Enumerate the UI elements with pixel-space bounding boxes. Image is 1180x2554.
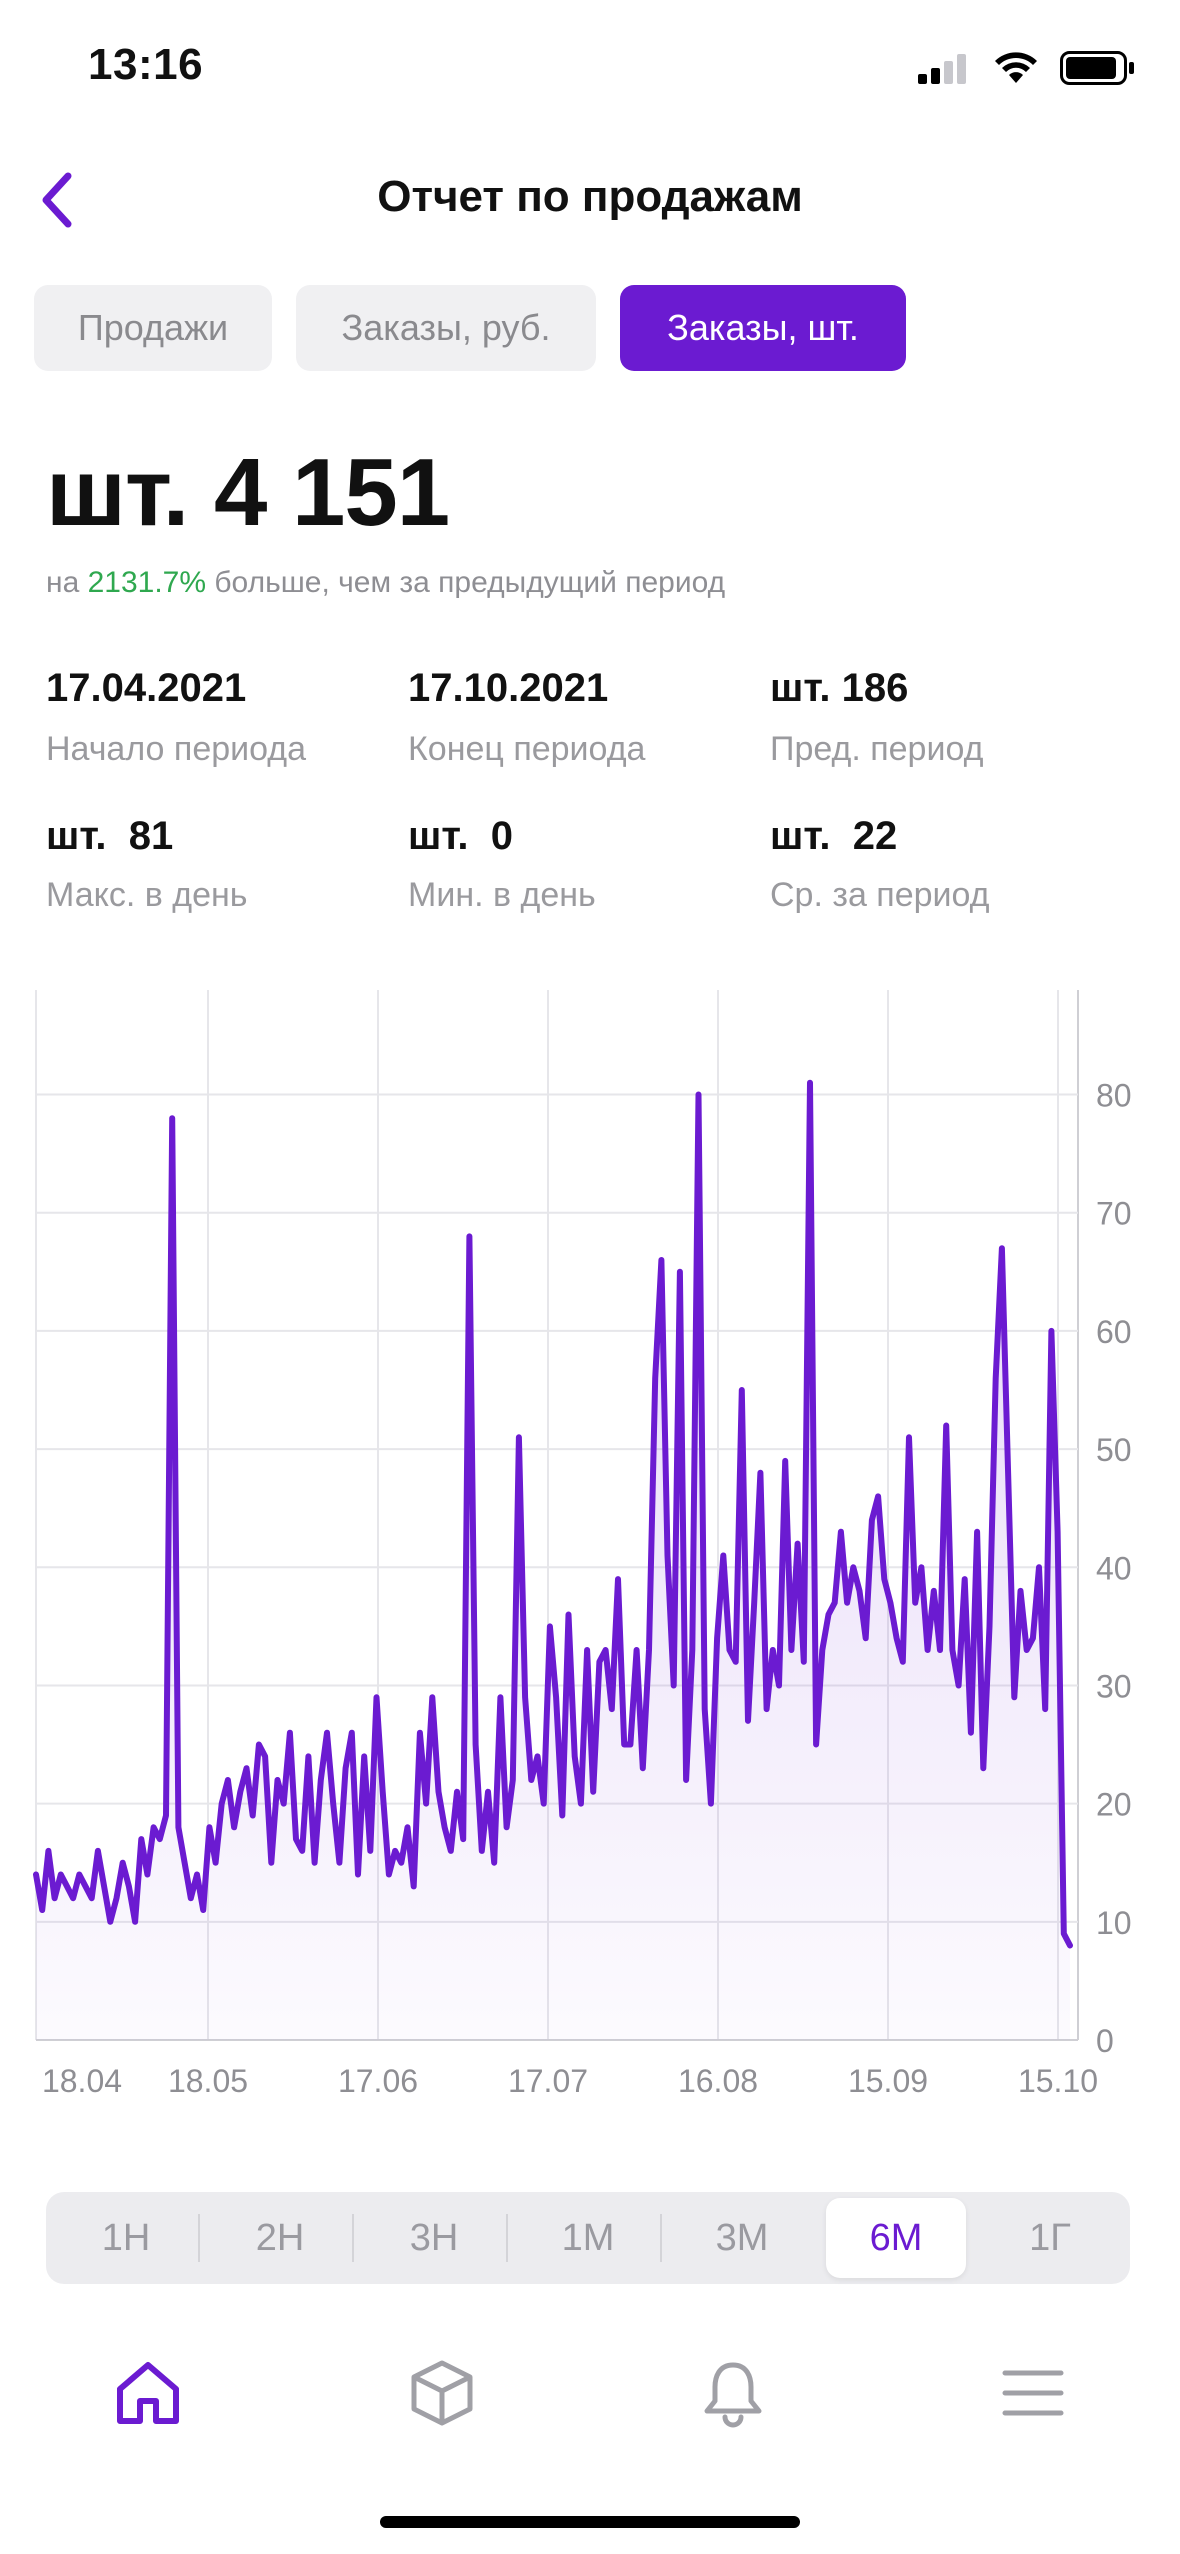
stat-max-day-label: Макс. в день [46,876,248,914]
period-separator [198,2214,200,2262]
stat-max-day-value: шт. 81 [46,814,174,858]
home-icon [117,2362,179,2424]
period-separator [506,2214,508,2262]
wifi-icon [995,52,1037,83]
chart-x-tick: 16.08 [678,2063,758,2099]
chart-y-tick: 30 [1096,1668,1132,1704]
period-separator [660,2214,662,2262]
compare-suffix: больше, чем за предыдущий период [206,566,726,599]
tab-orders-pcs[interactable]: Заказы, шт. [620,285,906,371]
chart-x-tick: 17.07 [508,2063,588,2099]
status-time: 13:16 [88,40,204,89]
chart-y-tick: 80 [1096,1078,1132,1114]
compare-percent: 2131.7% [87,566,207,599]
stat-avg-value: шт. 22 [770,814,898,858]
stat-prev-period-value: шт. 186 [770,666,909,710]
stat-min-day-label: Мин. в день [408,876,596,914]
chart-x-tick: 15.10 [1018,2063,1098,2099]
chart-y-tick: 10 [1096,1905,1132,1941]
compare-text: на 2131.7% больше, чем за предыдущий пер… [46,566,725,600]
stat-period-start-value: 17.04.2021 [46,666,247,710]
chart-y-tick: 20 [1096,1787,1132,1823]
stat-avg-label: Ср. за период [770,876,990,914]
box-icon [411,2360,473,2426]
period-1w[interactable]: 1Н [101,2216,151,2259]
chart-y-tick: 0 [1096,2023,1114,2059]
period-3w[interactable]: 3Н [409,2216,459,2259]
period-2w[interactable]: 2Н [255,2216,305,2259]
chart-y-tick: 40 [1096,1550,1132,1586]
stat-min-day-value: шт. 0 [408,814,513,858]
tab-sales[interactable]: Продажи [34,285,272,371]
chart-y-tick: 70 [1096,1196,1132,1232]
chart-x-tick: 15.09 [848,2063,928,2099]
orders-chart[interactable]: 0 10 20 30 40 50 60 70 80 18.04 18.05 17.06 17.07 16… [0,990,1180,2100]
chart-x-tick: 18.04 [42,2063,122,2099]
period-selector: 1Н 2Н 3Н 1М 3М 6М 1Г [46,2192,1130,2284]
chevron-left-icon [42,172,72,228]
page-title: Отчет по продажам [377,172,803,221]
nav-products[interactable] [397,2348,487,2438]
period-6m[interactable]: 6М [826,2198,966,2278]
nav-menu[interactable] [988,2348,1078,2438]
chart-y-tick: 50 [1096,1432,1132,1468]
stat-prev-period-label: Пред. период [770,730,984,768]
nav-home[interactable] [103,2348,193,2438]
stat-period-end-value: 17.10.2021 [408,666,609,710]
total-value: шт. 4 151 [46,439,450,546]
back-button[interactable] [28,165,88,235]
compare-prefix: на [46,566,88,599]
tab-orders-rub[interactable]: Заказы, руб. [296,285,596,371]
period-separator [352,2214,354,2262]
chart-x-tick: 17.06 [338,2063,418,2099]
chart-line [33,1079,1073,1949]
home-indicator [380,2516,800,2528]
battery-icon [1060,51,1134,85]
chart-y-tick: 60 [1096,1314,1132,1350]
stat-period-start-label: Начало периода [46,730,307,768]
menu-icon [1002,2370,1064,2416]
chart-x-tick: 18.05 [168,2063,248,2099]
period-1m[interactable]: 1М [561,2216,615,2259]
nav-notifications[interactable] [688,2348,778,2438]
status-icons [918,48,1136,88]
bell-icon [704,2362,762,2428]
stat-period-end-label: Конец периода [408,730,646,768]
period-1y[interactable]: 1Г [1029,2216,1071,2259]
signal-icon [918,54,966,84]
period-3m[interactable]: 3М [715,2216,769,2259]
